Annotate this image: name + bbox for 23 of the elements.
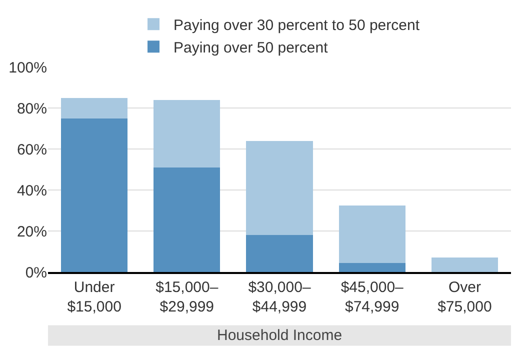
bar [431, 258, 498, 272]
y-tick-label: 20% [16, 223, 47, 240]
bar [60, 118, 128, 272]
legend-label: Paying over 30 percent to 50 percent [174, 17, 420, 34]
y-tick-label: 0% [25, 264, 47, 282]
bar [338, 205, 406, 263]
y-tick-label: 60% [16, 141, 47, 158]
bar [246, 140, 313, 236]
bar [154, 167, 220, 272]
bar [246, 235, 313, 272]
x-axis-title: Household Income [217, 327, 342, 344]
bar [154, 100, 220, 168]
legend-label: Paying over 50 percent [174, 40, 329, 56]
bar [338, 262, 406, 272]
y-tick-label: 80% [16, 100, 47, 118]
y-tick-label: 100% [8, 59, 47, 76]
y-tick-label: 40% [16, 182, 47, 200]
x-tick-label: $45,000– $74,999 [340, 279, 404, 316]
x-tick-label: Over $75,000 [438, 279, 492, 316]
bar [60, 98, 128, 118]
x-tick-label: Under $15,000 [67, 279, 122, 316]
x-tick-label: $15,000– $29,999 [156, 279, 219, 316]
x-tick-label: $30,000– $44,999 [248, 279, 312, 316]
